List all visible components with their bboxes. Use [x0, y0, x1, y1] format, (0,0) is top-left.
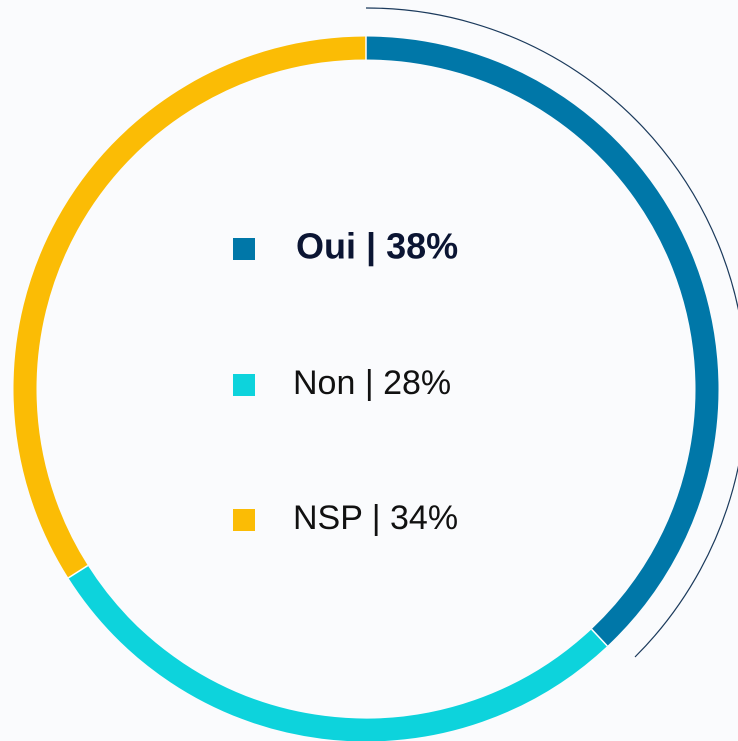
segment-separator — [67, 564, 89, 579]
donut-segment — [68, 565, 608, 741]
legend-swatch — [233, 238, 255, 260]
legend-label: NSP | 34% — [293, 499, 458, 537]
legend-label: Oui | 38% — [296, 226, 458, 268]
legend-swatch — [233, 374, 255, 396]
legend-label: Non | 28% — [293, 364, 451, 402]
decorative-arc — [365, 7, 738, 658]
donut-segment — [13, 36, 367, 578]
legend-swatch — [233, 509, 255, 531]
segment-separator — [591, 628, 608, 647]
donut-segment — [365, 36, 719, 646]
